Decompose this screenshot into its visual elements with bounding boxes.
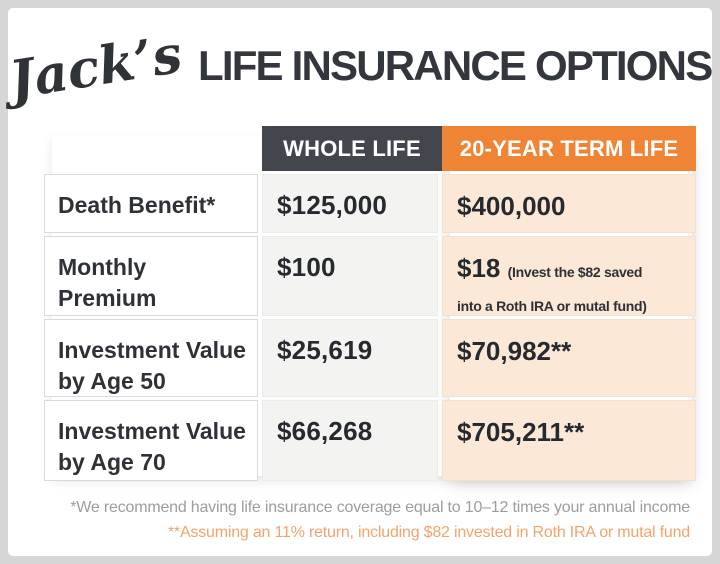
term-value-amount: $705,211** bbox=[457, 417, 585, 447]
row-label-investment-age-50: Investment Value by Age 50 bbox=[44, 319, 258, 397]
column-header-whole-life: WHOLE LIFE bbox=[262, 126, 442, 171]
title-script-jacks: Jack’s bbox=[4, 23, 186, 112]
term-value-note: (Invest the $82 saved into a Roth IRA or… bbox=[457, 264, 647, 315]
term-value-amount: $400,000 bbox=[457, 191, 566, 221]
term-life-investment-age-70: $705,211** bbox=[442, 400, 696, 481]
whole-life-death-benefit: $125,000 bbox=[262, 174, 438, 233]
term-value-amount: $18 bbox=[457, 253, 501, 283]
whole-life-monthly-premium: $100 bbox=[262, 236, 438, 316]
footnotes: *We recommend having life insurance cove… bbox=[8, 495, 690, 545]
term-life-death-benefit: $400,000 bbox=[442, 174, 696, 233]
footnote-return-assumption: **Assuming an 11% return, including $82 … bbox=[167, 524, 690, 541]
whole-life-investment-age-70: $66,268 bbox=[262, 400, 438, 481]
row-label-investment-age-70: Investment Value by Age 70 bbox=[44, 400, 258, 481]
row-label-death-benefit: Death Benefit* bbox=[44, 174, 258, 233]
page-title: Jack’s LIFE INSURANCE OPTIONS bbox=[5, 24, 713, 111]
column-header-term-life: 20-YEAR TERM LIFE bbox=[442, 126, 696, 171]
infographic-card: Jack’s LIFE INSURANCE OPTIONS WHOLE LIFE… bbox=[5, 8, 713, 556]
term-life-investment-age-50: $70,982** bbox=[442, 319, 696, 397]
whole-life-investment-age-50: $25,619 bbox=[262, 319, 438, 397]
title-main-text: LIFE INSURANCE OPTIONS bbox=[197, 42, 713, 89]
comparison-table: WHOLE LIFE 20-YEAR TERM LIFE Death Benef… bbox=[44, 126, 696, 481]
row-label-monthly-premium: Monthly Premium bbox=[44, 236, 258, 316]
term-life-monthly-premium: $18 (Invest the $82 saved into a Roth IR… bbox=[442, 236, 696, 316]
term-value-amount: $70,982** bbox=[457, 336, 572, 366]
footnote-coverage-recommendation: *We recommend having life insurance cove… bbox=[70, 499, 690, 516]
